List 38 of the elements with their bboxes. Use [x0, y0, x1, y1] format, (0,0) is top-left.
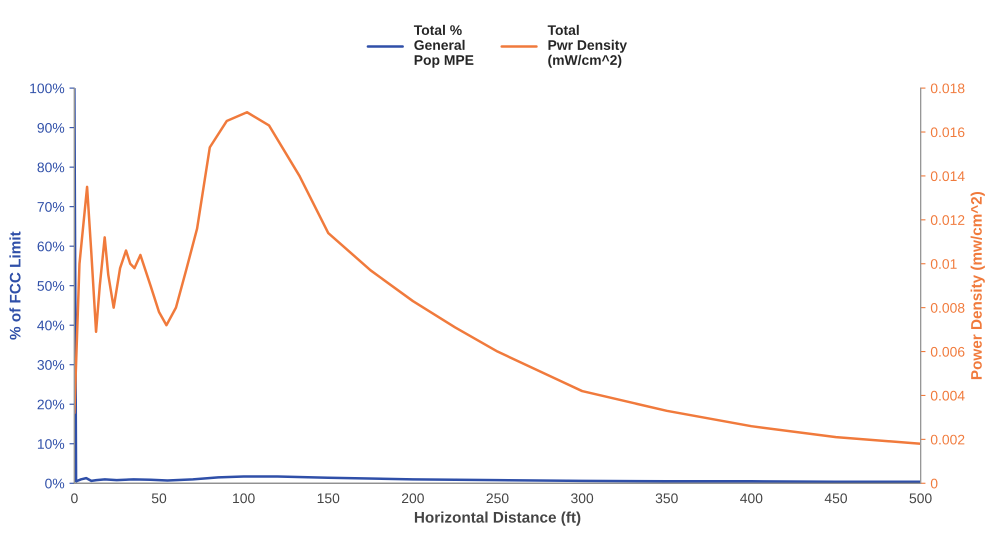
x-tick-label: 450: [824, 493, 848, 504]
x-tick-label: 250: [486, 493, 509, 504]
y2-tick-label: 0.004: [930, 390, 965, 401]
y2-tick-label: 0.016: [930, 127, 964, 138]
y-tick-label: 0%: [45, 478, 64, 488]
y-tick-label: 90%: [38, 122, 64, 133]
y2-tick-label: 0: [930, 478, 938, 488]
y-tick-label: 20%: [38, 400, 64, 410]
x-tick-label: 150: [318, 493, 340, 504]
x-tick-label: 300: [571, 493, 594, 504]
y-tick-label: 70%: [38, 202, 64, 212]
legend-label: Total Pwr Density (mW/cm^2): [548, 24, 627, 68]
x-tick-label: 400: [740, 493, 762, 504]
y-tick-label: 100%: [30, 83, 64, 94]
x-tick-label: 350: [656, 493, 678, 504]
y-tick-label: 60%: [38, 242, 64, 252]
x-tick-label: 200: [402, 493, 424, 504]
y-tick-label: 10%: [38, 439, 64, 449]
x-tick-label: 50: [152, 493, 166, 504]
x-tick-label: 500: [910, 493, 932, 504]
y2-tick-label: 0.002: [930, 434, 964, 445]
y-tick-label: 40%: [37, 320, 64, 330]
legend-label: Total % General Pop MPE: [414, 24, 474, 68]
y2-tick-label: 0.012: [930, 215, 964, 225]
y-tick-label: 30%: [37, 360, 64, 370]
y2-tick-label: 0.014: [930, 171, 965, 182]
y2-tick-label: 0.008: [930, 302, 964, 313]
y2-tick-label: 0.006: [930, 346, 964, 357]
y2-tick-label: 0.01: [930, 259, 957, 269]
y-tick-label: 80%: [37, 162, 64, 172]
x-tick-label: 100: [233, 493, 255, 504]
y2-tick-label: 0.018: [930, 83, 964, 94]
x-tick-label: 0: [71, 493, 78, 504]
y-tick-label: 50%: [37, 281, 64, 291]
y-axis-title: % of FCC Limit: [9, 232, 21, 340]
y2-axis-title: Power Density (mw/cm^2): [970, 192, 985, 380]
line-series: [74, 111, 921, 446]
x-axis-title: Horizontal Distance (ft): [414, 511, 580, 526]
